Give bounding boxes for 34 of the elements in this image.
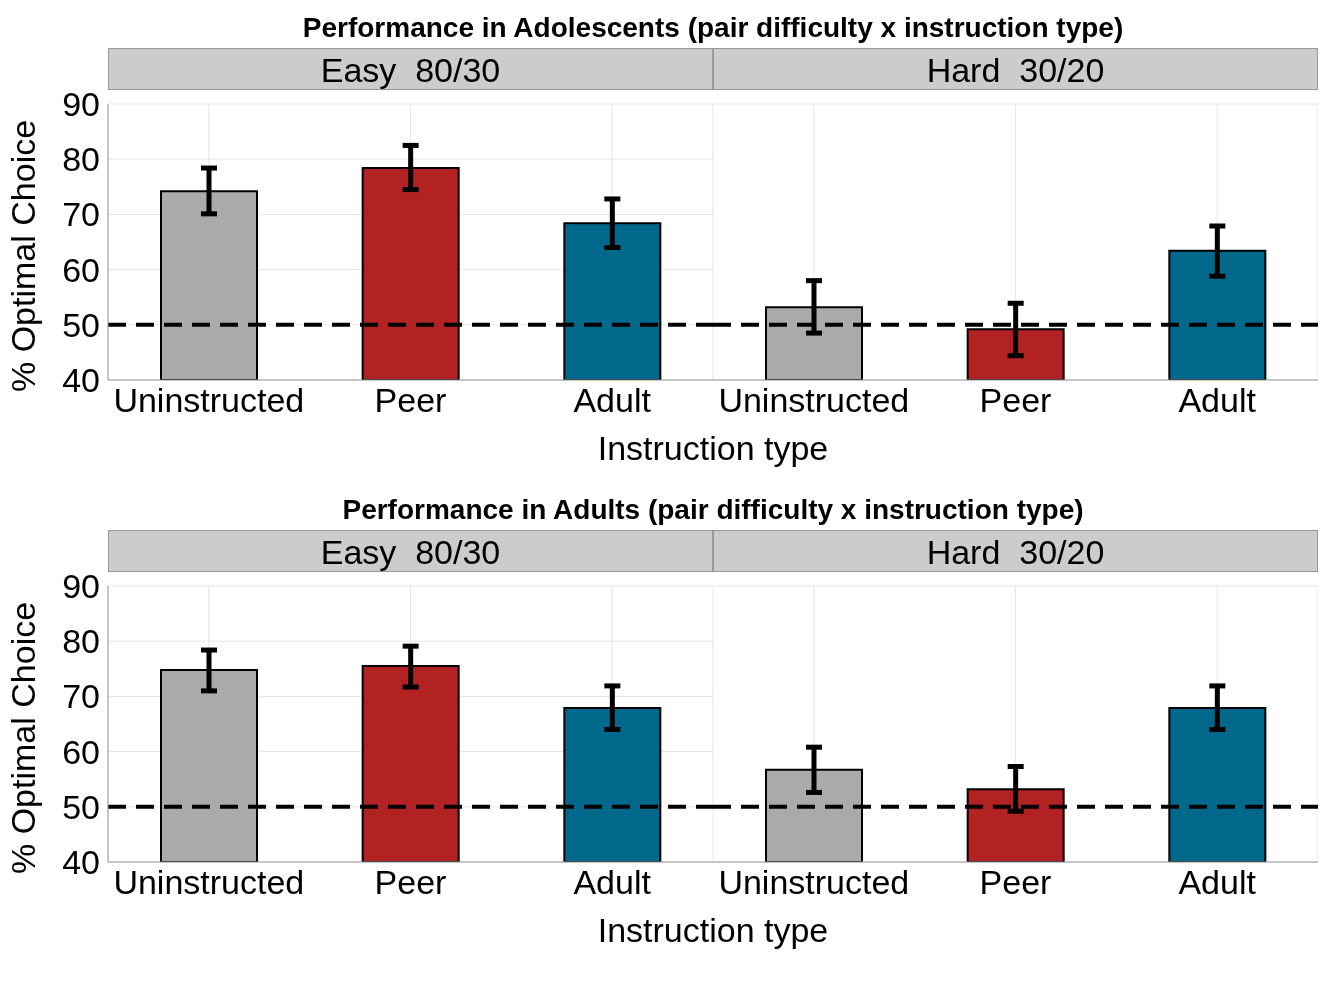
y-tick-label: 70 [62,677,100,716]
x-axis-title: Instruction type [596,911,830,949]
y-tick-label: 60 [62,250,100,289]
x-tick-label: Adult [573,381,652,420]
y-axis-title: % Optimal Choice [4,119,43,392]
chart-subtitle: Hard 30/20 [713,48,1318,90]
x-tick-label: Peer [374,381,447,420]
y-tick-label: 80 [62,622,100,661]
x-tick-label: Peer [979,381,1052,420]
x-tick-label: Adult [573,863,652,902]
x-tick-label: Uninstructed [113,863,305,902]
x-tick-label: Uninstructed [718,381,910,420]
y-tick-label: 50 [62,305,100,344]
x-tick-label: Uninstructed [718,863,910,902]
chart-subtitle: Easy 80/30 [108,48,713,90]
y-tick-label: 90 [62,567,100,606]
x-tick-label: Adult [1178,381,1257,420]
y-tick-label: 60 [62,732,100,771]
y-tick-label: 80 [62,140,100,179]
chart-subtitle: Easy 80/30 [108,530,713,572]
y-axis-title: % Optimal Choice [4,601,43,874]
y-tick-label: 40 [62,843,100,882]
y-tick-label: 50 [62,787,100,826]
x-tick-label: Adult [1178,863,1257,902]
chart-title: Performance in Adults (pair difficulty x instruction type) [341,493,1085,527]
chart-title: Performance in Adolescents (pair difficulty x instruction type) [301,11,1125,45]
x-tick-label: Peer [979,863,1052,902]
chart-subtitle: Hard 30/20 [713,530,1318,572]
x-tick-label: Uninstructed [113,381,305,420]
x-tick-label: Peer [374,863,447,902]
y-tick-label: 70 [62,195,100,234]
x-axis-title: Instruction type [596,429,830,467]
y-tick-label: 90 [62,85,100,124]
y-tick-label: 40 [62,361,100,400]
